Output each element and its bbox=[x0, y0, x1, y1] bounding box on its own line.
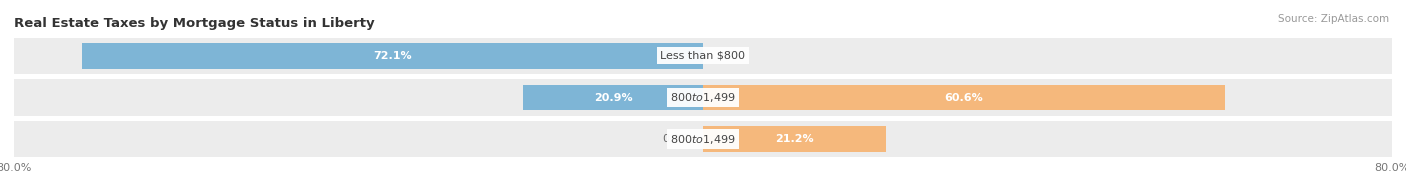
Text: Real Estate Taxes by Mortgage Status in Liberty: Real Estate Taxes by Mortgage Status in … bbox=[14, 17, 374, 30]
Text: $800 to $1,499: $800 to $1,499 bbox=[671, 133, 735, 146]
Text: 0.0%: 0.0% bbox=[662, 134, 690, 144]
Text: Source: ZipAtlas.com: Source: ZipAtlas.com bbox=[1278, 14, 1389, 24]
Bar bbox=[14, 38, 1392, 74]
Text: 60.6%: 60.6% bbox=[945, 92, 983, 103]
Text: 20.9%: 20.9% bbox=[593, 92, 633, 103]
Bar bbox=[82, 43, 703, 69]
Bar bbox=[703, 85, 1225, 110]
Text: Less than $800: Less than $800 bbox=[661, 51, 745, 61]
Bar bbox=[523, 85, 703, 110]
Text: 72.1%: 72.1% bbox=[373, 51, 412, 61]
Text: $800 to $1,499: $800 to $1,499 bbox=[671, 91, 735, 104]
Bar bbox=[703, 126, 886, 152]
Text: 0.0%: 0.0% bbox=[716, 51, 744, 61]
Bar bbox=[14, 79, 1392, 116]
Text: 21.2%: 21.2% bbox=[775, 134, 814, 144]
Bar bbox=[14, 121, 1392, 157]
